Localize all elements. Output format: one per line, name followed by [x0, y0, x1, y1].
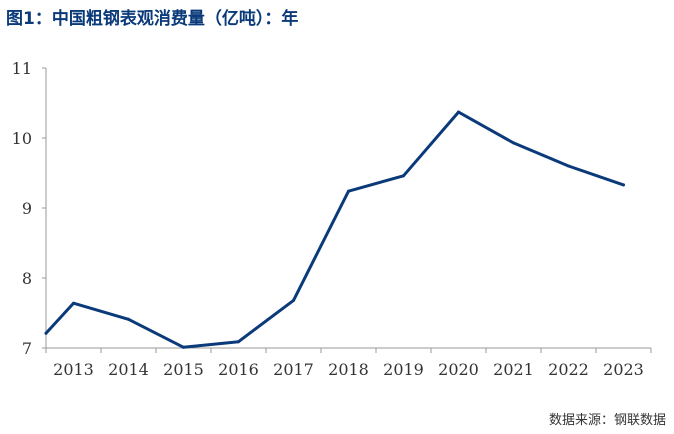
x-tick-label: 2016 — [218, 360, 259, 379]
data-point — [567, 164, 570, 168]
x-tick-label: 2017 — [273, 360, 314, 379]
data-point — [127, 317, 130, 321]
x-tick-label: 2013 — [53, 360, 94, 379]
data-source-note: 数据来源：钢联数据 — [548, 413, 666, 428]
data-point — [512, 141, 515, 145]
series-line — [44, 110, 625, 349]
x-axis-ticks: 2013 2014 2015 2016 2017 2018 2019 2020 2021 2022… — [45, 348, 652, 379]
y-tick-label: 11 — [12, 59, 32, 78]
y-tick-label: 7 — [22, 339, 32, 358]
x-tick-label: 2015 — [163, 360, 204, 379]
data-point — [457, 110, 460, 114]
x-tick-label: 2020 — [438, 360, 479, 379]
chart-title: 图1：中国粗钢表观消费量（亿吨）：年 — [6, 9, 299, 29]
data-point — [182, 345, 185, 349]
data-point — [292, 298, 295, 302]
data-point — [44, 331, 48, 335]
series-layer — [44, 110, 625, 349]
data-point — [347, 189, 350, 193]
x-tick-label: 2021 — [493, 360, 534, 379]
y-axis-ticks: 7 8 9 10 11 — [12, 59, 46, 358]
data-point — [237, 340, 240, 344]
x-tick-label: 2023 — [603, 360, 644, 379]
y-tick-label: 9 — [22, 199, 32, 218]
chart-axes — [45, 68, 651, 349]
data-point — [402, 174, 405, 178]
x-tick-label: 2019 — [383, 360, 424, 379]
x-tick-label: 2014 — [108, 360, 149, 379]
x-tick-label: 2018 — [328, 360, 369, 379]
x-tick-label: 2022 — [548, 360, 589, 379]
data-point — [72, 301, 75, 305]
y-tick-label: 10 — [12, 129, 32, 148]
y-tick-label: 8 — [22, 269, 32, 288]
data-point — [622, 183, 625, 187]
